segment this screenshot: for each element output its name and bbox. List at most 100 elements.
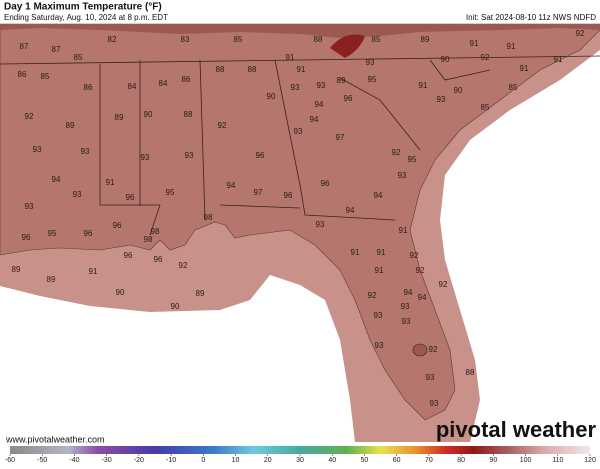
temperature-label: 88 <box>184 110 193 119</box>
temperature-label: 94 <box>374 191 383 200</box>
temperature-label: 93 <box>185 151 194 160</box>
temperature-label: 93 <box>374 311 383 320</box>
temperature-label: 96 <box>344 94 353 103</box>
colorbar-tick-label: 70 <box>425 457 433 464</box>
temperature-label: 91 <box>297 65 306 74</box>
temperature-label: 96 <box>321 179 330 188</box>
temperature-label: 91 <box>507 42 516 51</box>
temperature-label: 92 <box>218 121 227 130</box>
northern-land <box>0 24 600 38</box>
temperature-label: 98 <box>151 227 160 236</box>
temperature-label: 94 <box>404 288 413 297</box>
temperature-label: 91 <box>554 55 563 64</box>
temperature-label: 92 <box>439 280 448 289</box>
temperature-label: 93 <box>430 399 439 408</box>
temperature-label: 94 <box>418 293 427 302</box>
temperature-label: 84 <box>128 82 137 91</box>
colorbar-tick-label: -50 <box>37 457 47 464</box>
temperature-label: 95 <box>48 229 57 238</box>
temperature-label: 90 <box>454 86 463 95</box>
temperature-label: 93 <box>316 220 325 229</box>
colorbar-tick-label: 90 <box>489 457 497 464</box>
temperature-label: 93 <box>81 147 90 156</box>
website-bg <box>4 434 124 446</box>
temperature-label: 93 <box>401 302 410 311</box>
temperature-label: 91 <box>351 248 360 257</box>
temperature-label: 95 <box>368 75 377 84</box>
temperature-label: 85 <box>509 83 518 92</box>
temperature-label: 96 <box>124 251 133 260</box>
colorbar-tick-label: 50 <box>361 457 369 464</box>
temperature-label: 90 <box>144 110 153 119</box>
colorbar-tick-label: 20 <box>264 457 272 464</box>
temperature-label: 87 <box>20 42 29 51</box>
temperature-label: 91 <box>286 53 295 62</box>
init-time: Init: Sat 2024-08-10 11z NWS NDFD <box>466 13 596 22</box>
temperature-label: 87 <box>52 45 61 54</box>
temperature-label: 91 <box>375 266 384 275</box>
temperature-label: 89 <box>47 275 56 284</box>
state-borders <box>0 55 600 236</box>
temperature-label: 85 <box>372 35 381 44</box>
temperature-label: 93 <box>25 202 34 211</box>
website: www.pivotalweather.com <box>5 434 105 444</box>
temperature-label: 89 <box>66 121 75 130</box>
temperature-label: 85 <box>41 72 50 81</box>
temperature-label: 92 <box>576 29 585 38</box>
temperature-label: 93 <box>73 190 82 199</box>
temperature-label: 89 <box>196 289 205 298</box>
temperature-label: 96 <box>154 255 163 264</box>
temperature-label: 92 <box>368 291 377 300</box>
temperature-label: 85 <box>74 53 83 62</box>
colorbar-tick-label: 100 <box>520 457 532 464</box>
temperature-label: 93 <box>398 171 407 180</box>
lake <box>412 343 428 357</box>
temperature-label: 88 <box>248 65 257 74</box>
colorbar-tick-label: -10 <box>166 457 176 464</box>
temperature-label: 85 <box>481 103 490 112</box>
temperature-label: 96 <box>126 193 135 202</box>
colorbar-tick-label: -60 <box>5 457 15 464</box>
temperature-label: 88 <box>466 368 475 377</box>
temperature-label: 89 <box>337 76 346 85</box>
temperature-label: 90 <box>171 302 180 311</box>
temperature-label: 91 <box>520 64 529 73</box>
temperature-label: 97 <box>336 133 345 142</box>
subtitle: Ending Saturday, Aug. 10, 2024 at 8 p.m.… <box>4 13 168 22</box>
temperature-label: 89 <box>421 35 430 44</box>
temperature-label: 93 <box>366 58 375 67</box>
temperature-label: 93 <box>402 317 411 326</box>
colorbar-tick-label: 10 <box>232 457 240 464</box>
temperature-label: 84 <box>159 79 168 88</box>
temperature-label: 86 <box>182 75 191 84</box>
temperature-label: 93 <box>294 127 303 136</box>
colorbar-tick-label: -30 <box>102 457 112 464</box>
temperature-label: 91 <box>106 178 115 187</box>
temperature-label: 83 <box>181 35 190 44</box>
colorbar-tick-label: 0 <box>201 457 205 464</box>
temperature-label: 91 <box>89 267 98 276</box>
temperature-label: 86 <box>84 83 93 92</box>
temperature-label: 89 <box>12 265 21 274</box>
temperature-label: 93 <box>291 83 300 92</box>
temperature-label: 95 <box>408 155 417 164</box>
temperature-label: 85 <box>234 35 243 44</box>
temperature-label: 96 <box>22 233 31 242</box>
temperature-label: 94 <box>227 181 236 190</box>
temperature-label: 86 <box>18 70 27 79</box>
temperature-label: 94 <box>310 115 319 124</box>
temperature-label: 93 <box>317 81 326 90</box>
temperature-label: 93 <box>375 341 384 350</box>
title: Day 1 Maximum Temperature (°F) <box>4 2 162 13</box>
temperature-label: 96 <box>284 191 293 200</box>
temperature-label: 88 <box>216 65 225 74</box>
temperature-label: 92 <box>481 53 490 62</box>
temperature-label: 93 <box>33 145 42 154</box>
temperature-label: 93 <box>437 95 446 104</box>
colorbar-tick-label: 40 <box>328 457 336 464</box>
temperature-label: 92 <box>179 261 188 270</box>
temperature-label: 95 <box>166 188 175 197</box>
colorbar-tick-label: 30 <box>296 457 304 464</box>
temperature-label: 82 <box>108 35 117 44</box>
